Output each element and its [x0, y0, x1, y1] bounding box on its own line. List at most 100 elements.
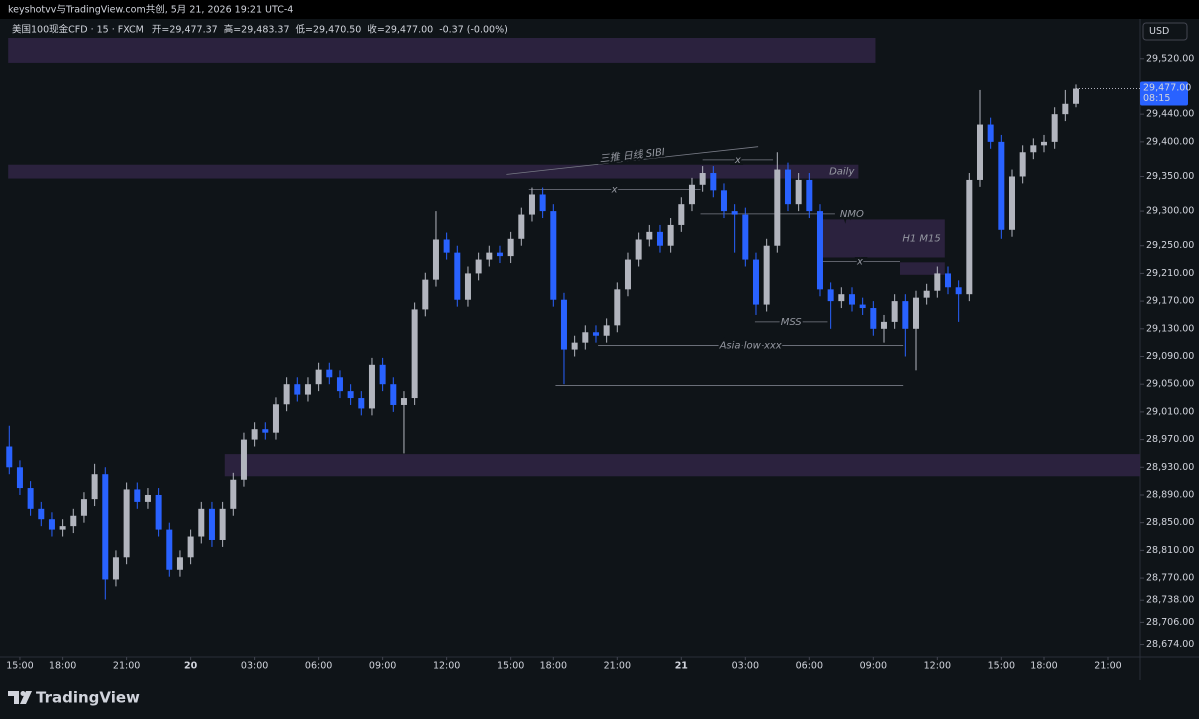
last-price-label: 29,477.00 — [1143, 83, 1191, 94]
candle-body — [432, 239, 439, 280]
candle-body — [304, 384, 311, 395]
zone — [8, 38, 876, 63]
x-tick-label: 15:00 — [988, 661, 1015, 672]
candle-body — [48, 519, 55, 530]
y-tick-label: 29,090.00 — [1146, 351, 1194, 362]
candle-body — [731, 211, 738, 215]
candle-body — [144, 494, 151, 502]
candle-body — [102, 474, 109, 580]
candle-body — [720, 190, 727, 212]
candle-body — [198, 508, 205, 537]
y-tick-label: 28,770.00 — [1146, 573, 1194, 584]
candle-body — [27, 488, 34, 509]
candle-body — [475, 259, 482, 274]
candle-body — [902, 301, 909, 329]
candle-body — [315, 369, 322, 385]
ohlc-label: 收= — [367, 24, 384, 36]
footer — [0, 681, 1199, 719]
candle-body — [454, 252, 461, 300]
level-label: NMO — [840, 209, 864, 220]
candle-body — [1072, 88, 1079, 104]
x-tick-label: 06:00 — [305, 661, 332, 672]
candle-body — [422, 279, 429, 310]
currency: USD — [1149, 26, 1169, 37]
candle-body — [688, 184, 695, 205]
currency-box[interactable] — [1142, 22, 1188, 41]
candle-body — [464, 273, 471, 300]
ohlc-value: 29,477.00 — [385, 25, 433, 36]
candle-body — [987, 124, 994, 142]
candle-body — [230, 479, 237, 509]
level-label: x — [734, 155, 741, 166]
candle-body — [582, 332, 589, 343]
candle-body — [6, 446, 13, 468]
candle-body — [176, 557, 183, 570]
candle-body — [667, 224, 674, 246]
candle-body — [347, 391, 354, 399]
x-tick-label: 12:00 — [924, 661, 951, 672]
candle-body — [155, 494, 162, 530]
level-label: Asia low xxx — [719, 340, 782, 351]
zone — [819, 219, 945, 258]
candle-body — [208, 508, 215, 540]
candle-body — [550, 211, 557, 300]
candle-body — [528, 194, 535, 215]
candle-body — [379, 364, 386, 385]
x-tick-label: 21:00 — [1094, 661, 1121, 672]
y-tick-label: 28,706.00 — [1146, 617, 1194, 628]
candle-body — [966, 179, 973, 295]
x-tick-label: 09:00 — [369, 661, 396, 672]
candle-body — [443, 239, 450, 253]
candle-body — [795, 179, 802, 205]
y-tick-label: 29,010.00 — [1146, 406, 1194, 417]
candle-body — [944, 273, 951, 288]
x-tick-label: 18:00 — [49, 661, 76, 672]
candle-body — [742, 214, 749, 260]
x-tick-label: 20 — [184, 661, 198, 672]
candle-body — [934, 273, 941, 291]
ohlc-value: 29,477.37 — [169, 25, 217, 36]
candle-body — [539, 194, 546, 212]
logo-icon — [8, 691, 32, 704]
candle-body — [358, 398, 365, 409]
zone-label: H1 M15 — [902, 233, 940, 244]
candle-body — [1008, 176, 1015, 230]
candle-body — [774, 169, 781, 246]
symbol: 美国100现金CFD · 15 · FXCM — [12, 24, 144, 36]
candle-body — [336, 377, 343, 392]
candle-body — [891, 301, 898, 322]
candle-body — [614, 289, 621, 326]
candle-body — [283, 384, 290, 405]
candle-body — [763, 245, 770, 305]
candle-body — [912, 297, 919, 329]
candle-body — [518, 214, 525, 239]
candle-body — [571, 342, 578, 350]
candle-body — [251, 429, 258, 440]
candle-body — [59, 526, 66, 530]
candle-body — [38, 508, 45, 520]
candle-body — [486, 252, 493, 260]
y-tick-label: 29,350.00 — [1146, 171, 1194, 182]
countdown: 08:15 — [1143, 93, 1170, 104]
candle-body — [678, 204, 685, 225]
candle-body — [656, 231, 663, 246]
candle-body — [784, 169, 791, 205]
change: -0.37 (-0.00%) — [439, 25, 508, 36]
candle-body — [923, 290, 930, 298]
y-tick-label: 29,300.00 — [1146, 206, 1194, 217]
candle-body — [91, 474, 98, 500]
ohlc-value: 29,483.37 — [241, 25, 289, 36]
candle-body — [219, 508, 226, 540]
caption: keyshotvv与TradingView.com共创, 5月 21, 2026… — [8, 4, 293, 16]
candle-body — [816, 211, 823, 290]
candle-body — [710, 173, 717, 191]
candle-body — [123, 489, 130, 558]
x-tick-label: 18:00 — [1030, 661, 1057, 672]
level-label: MSS — [781, 317, 803, 328]
x-tick-label: 21 — [675, 661, 688, 672]
candle-body — [1019, 152, 1026, 177]
candle-body — [112, 557, 119, 580]
y-tick-label: 29,210.00 — [1146, 268, 1194, 279]
y-tick-label: 29,130.00 — [1146, 323, 1194, 334]
candle-body — [848, 294, 855, 305]
